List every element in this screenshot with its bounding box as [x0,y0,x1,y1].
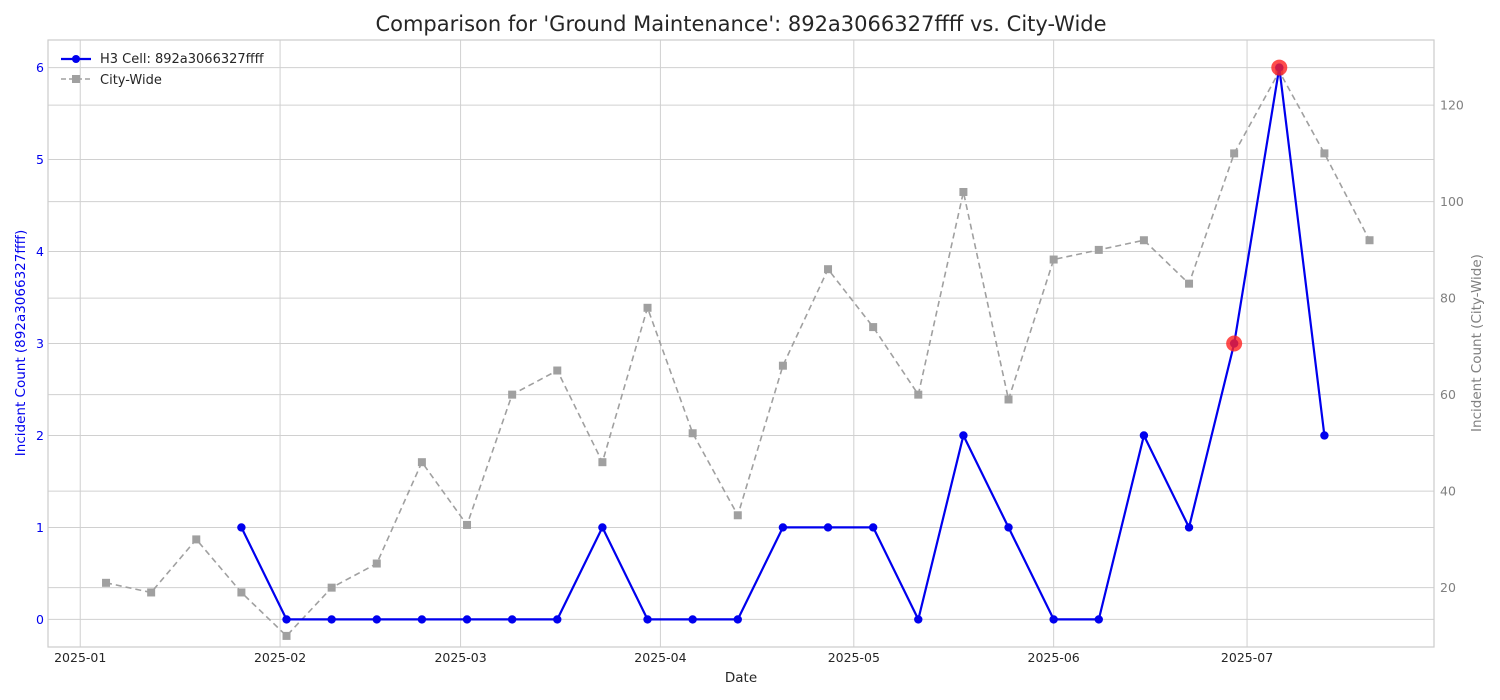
cell-point [1004,523,1013,532]
x-tick-label: 2025-06 [1028,650,1080,665]
city-wide-point [598,458,607,467]
left-y-axis-ticks: 0 1 2 3 4 5 6 [36,60,44,627]
cell-point [733,615,742,624]
right-y-tick-label: 20 [1440,580,1456,595]
cell-point [778,523,788,532]
cell-point [507,615,517,624]
series-layer [102,59,1374,640]
legend-city-marker [72,75,80,83]
city-wide-point [282,631,291,640]
x-tick-label: 2025-03 [434,650,486,665]
legend-city-label: City-Wide [100,73,162,88]
left-y-axis-label: Incident Count (892a3066327ffff) [13,230,29,456]
cell-point [282,615,291,624]
cell-point [327,615,336,624]
city-wide-point [643,303,652,312]
cell-point [598,523,607,532]
city-wide-point [508,390,517,399]
city-wide-point [914,390,923,399]
right-y-axis-ticks: 20 40 60 80 100 120 [1440,98,1464,596]
city-wide-point [1230,149,1239,158]
highlighted-point [1226,335,1243,352]
cell-point [1320,431,1329,440]
left-y-tick-label: 0 [36,612,44,627]
x-tick-label: 2025-01 [54,650,106,665]
cell-point [914,615,923,624]
city-wide-point [553,366,562,375]
cell-point [688,615,697,624]
city-wide-point [237,588,246,597]
city-wide-point [1139,236,1148,245]
left-y-tick-label: 2 [36,428,44,443]
right-y-tick-label: 80 [1440,291,1456,306]
right-y-tick-label: 40 [1440,484,1456,499]
city-wide-point [327,583,336,592]
city-wide-point [959,187,968,196]
city-wide-point [102,578,111,587]
cell-point [462,615,472,624]
city-wide-point [1004,395,1013,404]
city-wide-point [1320,149,1329,158]
x-tick-label: 2025-02 [254,650,306,665]
city-wide-point [463,520,472,529]
left-y-tick-label: 4 [36,244,44,259]
x-axis-label: Date [725,670,757,686]
plot-frame [47,39,1435,648]
left-y-tick-label: 1 [36,520,44,535]
city-wide-series-line [105,69,1371,638]
right-y-tick-label: 100 [1440,194,1464,209]
cell-point [1094,615,1103,624]
cell-point [1139,431,1149,440]
city-wide-point [869,323,878,332]
cell-point [237,523,246,532]
cell-point [372,615,381,624]
city-wide-point [372,559,381,568]
cell-point [417,615,427,624]
cell-point [1049,615,1058,624]
city-wide-point [778,361,787,370]
cell-point [1184,523,1194,532]
left-y-tick-label: 6 [36,60,44,75]
right-y-axis-label: Incident Count (City-Wide) [1469,254,1485,432]
cell-point [643,615,652,624]
city-wide-point [192,535,201,544]
cell-point [823,523,833,532]
legend-cell-label: H3 Cell: 892a3066327ffff [100,52,265,67]
city-wide-point [147,588,156,597]
x-tick-label: 2025-04 [634,650,686,665]
right-y-tick-label: 60 [1440,387,1456,402]
cell-point [553,615,562,624]
city-wide-point [688,429,697,438]
city-wide-point [1365,236,1374,245]
cell-point [868,523,878,532]
left-y-tick-label: 3 [36,336,44,351]
x-tick-label: 2025-07 [1221,650,1273,665]
left-y-tick-label: 5 [36,152,44,167]
city-wide-point [1185,279,1194,288]
city-wide-point [1049,255,1058,264]
legend-cell-marker [72,55,80,63]
chart-title: Comparison for 'Ground Maintenance': 892… [375,12,1106,36]
legend: H3 Cell: 892a3066327ffff City-Wide [61,52,265,88]
city-wide-point [824,265,833,274]
x-tick-label: 2025-05 [828,650,880,665]
cell-point [959,431,968,440]
grid-lines [48,40,1434,647]
highlighted-point [1271,59,1288,76]
right-y-tick-label: 120 [1440,98,1464,113]
x-axis-ticks: 2025-01 2025-02 2025-03 2025-04 2025-05 2025-… [54,650,1273,665]
city-wide-point [1094,245,1103,254]
city-wide-point [733,511,742,520]
city-wide-point [417,458,426,467]
